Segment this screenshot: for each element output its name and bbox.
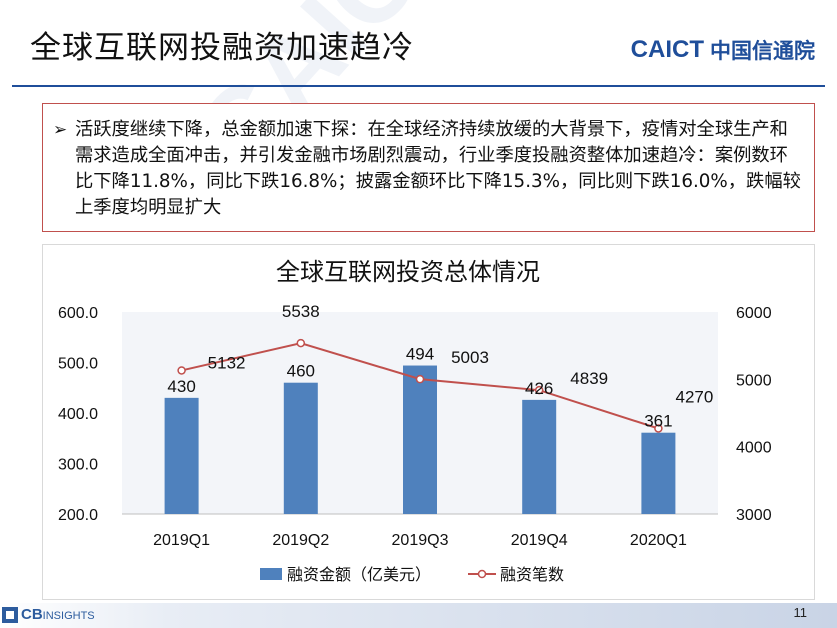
summary-box: ➢ 活跃度继续下降，总金额加速下探：在全球经济持续放缓的大背景下，疫情对全球生产… [42,103,815,232]
line-data-label: 5538 [282,302,320,321]
line-point [415,374,425,384]
cb-logo-text: CBINSIGHTS [21,606,95,623]
line-point [296,338,306,348]
legend-line-label: 融资笔数 [500,565,564,584]
title-divider [12,85,825,87]
y-left-tick-label: 500.0 [58,356,98,373]
bar-data-label: 361 [644,412,672,431]
y-left-tick-label: 200.0 [58,507,98,524]
x-tick-label: 2019Q4 [511,532,568,549]
bar-data-label: 430 [167,377,195,396]
bar-data-label: 494 [406,345,434,364]
cb-insights-logo: CBINSIGHTS [2,606,95,623]
cb-logo-icon [2,606,18,623]
y-left-tick-label: 600.0 [58,305,98,322]
page-number: 11 [793,605,808,620]
caict-logo: CAICT 中国信通院 [631,35,815,65]
x-tick-label: 2019Q1 [153,532,210,549]
bar-data-label: 426 [525,379,553,398]
y-right-tick-label: 4000 [736,440,772,457]
chart-title: 全球互联网投资总体情况 [276,258,540,286]
line-data-label: 4270 [675,387,713,406]
logo-cn: 中国信通院 [710,39,815,63]
legend-bar-swatch [260,568,282,580]
page-title: 全球互联网投融资加速趋冷 [30,30,414,66]
bar [641,432,676,514]
y-right-tick-label: 5000 [736,372,772,389]
logo-en: CAICT [630,36,704,63]
summary-text: 活跃度继续下降，总金额加速下探：在全球经济持续放缓的大背景下，疫情对全球生产和需… [75,119,801,218]
bar [522,399,557,514]
x-tick-label: 2020Q1 [630,532,687,549]
bar [283,382,318,514]
bullet-arrow-icon: ➢ [53,120,68,140]
y-right-tick-label: 6000 [736,305,772,322]
chart-frame [42,244,815,600]
line-data-label: 5132 [208,353,246,372]
footer-bar [0,603,837,628]
line-point [177,366,186,375]
line-data-label: 5003 [451,348,489,367]
bar [403,365,437,514]
legend-bar-label: 融资金额（亿美元） [287,565,431,584]
y-left-tick-label: 300.0 [58,457,98,474]
y-right-tick-label: 3000 [736,507,772,524]
line-data-label: 4839 [570,369,608,388]
legend-line-marker [477,569,487,579]
x-tick-label: 2019Q3 [392,532,449,549]
bar-data-label: 460 [287,362,315,381]
line-point [534,385,544,395]
y-left-tick-label: 400.0 [58,406,98,423]
x-tick-label: 2019Q2 [272,532,329,549]
line-point [654,424,663,433]
bar [164,397,199,514]
